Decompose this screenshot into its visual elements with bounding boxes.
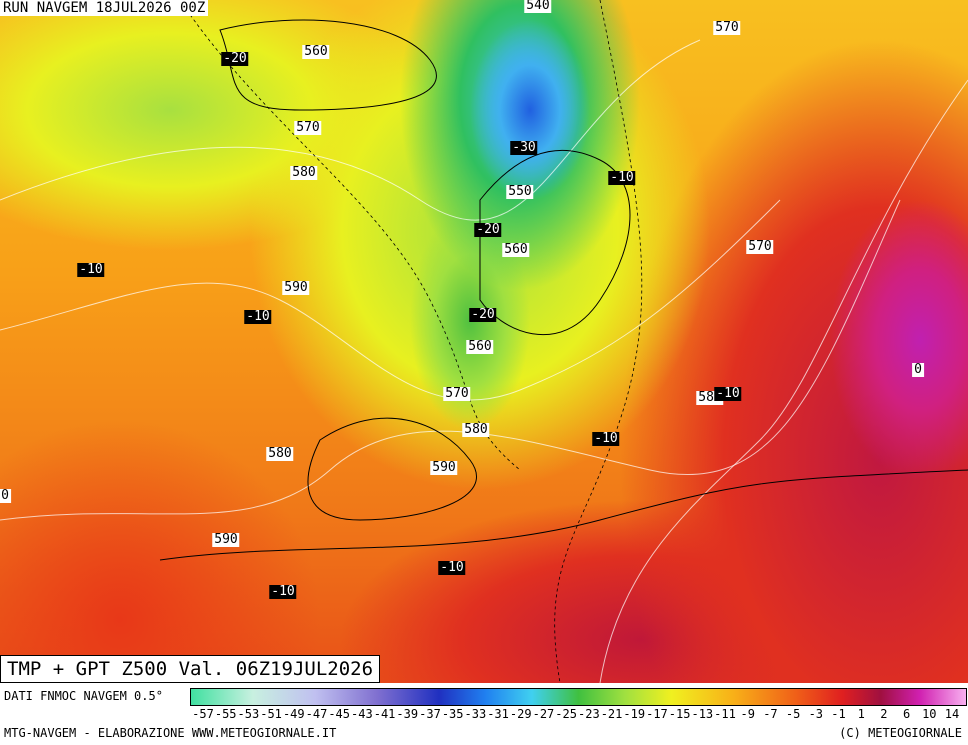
footer-left: MTG-NAVGEM - ELABORAZIONE WWW.METEOGIORN… — [4, 726, 337, 740]
temperature-label: -20 — [469, 307, 497, 322]
contour-label: 580 — [462, 422, 490, 437]
scale-tick-label: 14 — [944, 707, 960, 721]
contour-label: 560 — [466, 339, 494, 354]
scale-tick-label: -31 — [487, 707, 509, 721]
scale-tick-label: -5 — [785, 707, 801, 721]
isotherm — [554, 0, 643, 683]
isoline — [0, 39, 701, 221]
temperature-label: -20 — [474, 222, 502, 237]
isoline — [0, 199, 781, 401]
contour-label: 590 — [282, 280, 310, 295]
contour-label: 560 — [502, 242, 530, 257]
contour-label: 560 — [302, 44, 330, 59]
scale-tick-label: -41 — [373, 707, 396, 721]
temperature-label: -30 — [510, 140, 538, 155]
contour-label: 570 — [294, 120, 322, 135]
coastline — [479, 149, 631, 336]
coastline — [307, 417, 477, 521]
scale-tick-label: 10 — [922, 707, 937, 721]
color-scale-ticks: -57 -55 -53 -51 -49 -47 -45 -43 -41 -39 -37 -35 -33-… — [190, 707, 965, 721]
scale-tick-label: -43 — [351, 707, 373, 721]
scale-tick-label: -35 — [441, 707, 464, 721]
scale-tick-label: -19 — [623, 707, 646, 721]
scale-tick-label: 6 — [902, 707, 911, 721]
scale-tick-label: -37 — [419, 707, 441, 721]
temperature-label: -10 — [438, 560, 466, 575]
contour-label: 0 — [912, 362, 924, 377]
scale-tick-label: -23 — [578, 707, 600, 721]
scale-tick-label: 1 — [857, 707, 865, 721]
temperature-label: -20 — [221, 51, 249, 66]
scale-tick-label: -3 — [808, 707, 824, 721]
scale-tick-label: -47 — [305, 707, 328, 721]
temperature-label: -10 — [608, 170, 636, 185]
scale-tick-label: -11 — [714, 707, 736, 721]
coastline — [219, 19, 437, 111]
temperature-label: -10 — [592, 431, 620, 446]
contour-label: 550 — [506, 184, 534, 199]
scale-tick-label: -27 — [532, 707, 555, 721]
scale-tick-label: -13 — [691, 707, 714, 721]
temperature-label: -10 — [714, 386, 742, 401]
temperature-label: -10 — [77, 262, 105, 277]
contour-label: 570 — [746, 239, 774, 254]
contour-label: 590 — [430, 460, 458, 475]
scale-tick-label: -25 — [555, 707, 577, 721]
contour-label: 570 — [443, 386, 471, 401]
scale-tick-label: -45 — [328, 707, 351, 721]
scale-tick-label: -7 — [763, 707, 778, 721]
scale-tick-label: -57 — [192, 707, 214, 721]
data-source: DATI FNMOC NAVGEM 0.5° — [4, 689, 163, 703]
run-title: RUN NAVGEM 18JUL2026 00Z — [0, 0, 209, 16]
scale-tick-label: -1 — [831, 707, 846, 721]
scale-tick-label: -53 — [237, 707, 260, 721]
footer-right: (C) METEOGIORNALE — [839, 726, 962, 740]
scale-tick-label: -9 — [740, 707, 755, 721]
contour-label: 0 — [0, 488, 11, 503]
scale-tick-label: -29 — [509, 707, 532, 721]
contour-label: 580 — [266, 446, 294, 461]
scale-tick-label: -39 — [396, 707, 419, 721]
coastline — [159, 469, 968, 561]
color-scale — [190, 688, 967, 706]
weather-map: 540 570 560 570 580 550 560 570 590 560 570 580 580 5… — [0, 0, 968, 683]
isoline — [599, 79, 968, 683]
scale-tick-label: -51 — [260, 707, 282, 721]
contour-label: 580 — [290, 165, 318, 180]
scale-tick-label: -33 — [464, 707, 487, 721]
scale-tick-label: -21 — [600, 707, 623, 721]
scale-tick-label: -49 — [282, 707, 305, 721]
scale-tick-label: -17 — [646, 707, 668, 721]
contour-label: 570 — [713, 20, 741, 35]
isotherm — [179, 0, 521, 471]
contour-label: 590 — [212, 532, 240, 547]
contour-label: 540 — [524, 0, 552, 13]
temperature-label: -10 — [244, 309, 272, 324]
map-caption: TMP + GPT Z500 Val. 06Z19JUL2026 — [0, 655, 381, 683]
temperature-label: -10 — [269, 584, 297, 599]
scale-tick-label: -55 — [214, 707, 237, 721]
scale-tick-label: -15 — [668, 707, 691, 721]
scale-tick-label: 2 — [880, 707, 888, 721]
